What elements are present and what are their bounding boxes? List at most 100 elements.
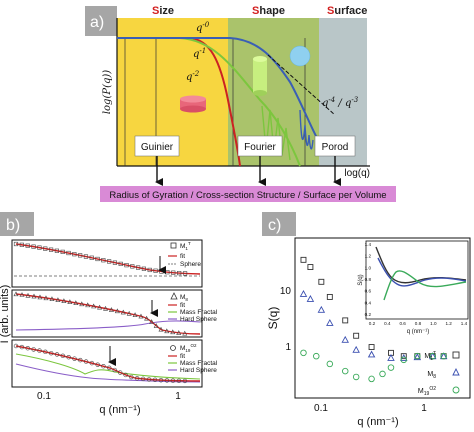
b-markers-2-marker-20	[132, 312, 138, 317]
svg-text:M19O2: M19O2	[180, 343, 197, 353]
panel-c-point-M19O2-4	[352, 373, 360, 381]
b-markers-2-marker-28	[176, 330, 182, 335]
b-markers-1-marker-12	[83, 254, 89, 259]
panel-b-label-box	[0, 212, 34, 236]
panel-c-plot-frame	[294, 237, 471, 399]
panel-c-point-M1T-2	[318, 278, 325, 285]
panel-c-point-M8-0	[299, 289, 308, 297]
panel-c-point-M1T-3	[326, 293, 333, 300]
svg-text:Sphere: Sphere	[180, 261, 201, 268]
inset-yticks: 0.2 0.4 0.6 0.8 1.0 1.2 1.4	[365, 242, 372, 317]
b-markers-1-marker-13	[89, 255, 94, 260]
svg-text:fit: fit	[180, 353, 185, 360]
panel-a-ylabel: log(P(q))	[102, 70, 113, 114]
b-markers-2-marker-15	[103, 305, 109, 311]
inset-ytick-4: 1.0	[365, 265, 372, 270]
panel-c-inset: S(q) q (nm⁻¹) 0.2 0.4 0.6 0.8 1.0 1.2 1.4 0.20…	[358, 240, 469, 335]
b-markers-3-marker-13	[89, 360, 95, 366]
panel-c-ylabel: S(q)	[266, 307, 280, 330]
panel-c-point-M8-1	[306, 294, 315, 302]
mass-fractal-3	[15, 363, 201, 383]
b-markers-1-marker-24	[153, 268, 158, 273]
svg-text:M1T: M1T	[424, 351, 436, 362]
inset-xtick-2: 0.6	[399, 321, 406, 326]
panel-b-legend-1: M1T fit Sphere	[168, 241, 201, 268]
b-markers-1-marker-19	[124, 263, 129, 268]
panel-c-point-M1T-5	[353, 332, 360, 339]
inset-xticks: 0.2 0.4 0.6 0.8 1.0 1.2 1.4	[369, 321, 468, 326]
b-markers-1-marker-18	[118, 261, 123, 267]
panel-b-legend-3: M19O2 fit Mass Fractal Hard Sphere	[168, 343, 218, 374]
inset-ytick-1: 0.4	[365, 300, 372, 305]
disk-shape-icon	[180, 95, 206, 113]
panel-a-label-box	[85, 6, 117, 36]
panel-c-point-M8-6	[367, 350, 376, 358]
cylinder-shape-icon	[253, 56, 267, 96]
panel-c-xtick-01: 0.1	[314, 403, 328, 414]
b-markers-3-marker-10	[72, 356, 77, 361]
panel-c: c) S(q) q (nm⁻¹) 10 1 0.1 1 S(q) q (nm⁻¹…	[262, 212, 471, 428]
b-markers-1-marker-28	[177, 270, 182, 276]
svg-text:Mass Fractal: Mass Fractal	[180, 360, 218, 367]
inset-ytick-5: 1.2	[365, 254, 372, 259]
b-markers-1-marker-1	[19, 242, 24, 247]
panel-b-xtick-1: 1	[175, 391, 181, 402]
panel-c-label-box	[262, 212, 296, 236]
b-markers-2-marker-19	[126, 310, 132, 316]
inset-xtick-0: 0.2	[369, 321, 376, 326]
curve-q2-oscillation	[299, 109, 314, 150]
b-markers-3-marker-4	[37, 348, 42, 353]
b-markers-2-marker-17	[114, 308, 120, 314]
panel-c-point-M8-4	[341, 335, 349, 343]
inset-ytick-0: 0.2	[365, 312, 372, 317]
inset-xtick-3: 0.8	[415, 321, 422, 326]
curve-q0	[117, 37, 241, 167]
b-markers-1-marker-29	[182, 271, 188, 276]
panel-b-subplot-3	[11, 339, 203, 388]
b-markers-1-marker-0	[13, 241, 19, 247]
b-markers-3-marker-25	[158, 377, 164, 383]
b-markers-2-marker-8	[61, 298, 67, 303]
b-markers-2-marker-21	[138, 313, 144, 319]
panel-c-point-M1T-4	[342, 317, 349, 324]
panel-b: b) I (arb. units) q (nm⁻¹) 0.1 1 M1T fit…	[0, 212, 218, 416]
inset-ylabel: S(q)	[358, 274, 364, 285]
inset-xlabel: q (nm⁻¹)	[407, 329, 430, 335]
panel-c-point-M19O2-6	[379, 370, 386, 378]
b-markers-2-marker-4	[37, 294, 43, 300]
b-markers-2-marker-24	[153, 323, 159, 328]
b-markers-1-marker-4	[37, 245, 42, 250]
panel-c-point-M19O2-7	[387, 364, 395, 371]
b-markers-3-marker-8	[60, 353, 66, 359]
panel-b-markers-1	[13, 241, 188, 276]
b-markers-1-marker-8	[60, 249, 65, 254]
b-markers-2-marker-26	[164, 328, 170, 334]
b-markers-3-marker-3	[31, 347, 36, 352]
panel-c-point-M8-9	[413, 353, 422, 361]
panel-c-point-M1T-0	[300, 256, 307, 263]
bottom-banner	[100, 186, 396, 202]
b-markers-2-marker-5	[43, 295, 49, 301]
panel-c-point-M19O2-0	[300, 349, 307, 357]
b-markers-2-marker-10	[73, 300, 79, 306]
svg-text:M8: M8	[427, 371, 436, 380]
box-porod-label: Porod	[322, 142, 349, 153]
b-markers-2-marker-29	[182, 330, 188, 336]
b-markers-2-marker-7	[55, 297, 61, 302]
b-markers-3-marker-20	[129, 374, 134, 380]
b-markers-1-marker-17	[112, 260, 118, 265]
inset-xtick-4: 1.0	[430, 321, 437, 326]
panel-c-point-M8-3	[326, 319, 334, 326]
panel-c-point-M19O2-5	[368, 375, 375, 383]
hard-sphere-3	[15, 353, 201, 380]
b-markers-2-marker-2	[25, 292, 31, 298]
b-markers-2-marker-9	[67, 299, 73, 304]
b-markers-3-marker-0	[13, 343, 19, 349]
sphere-shape-icon	[289, 45, 311, 67]
svg-text:M8: M8	[180, 294, 188, 302]
panel-b-markers-2	[13, 291, 188, 336]
b-markers-1-marker-3	[31, 244, 36, 249]
b-markers-3-marker-22	[140, 376, 146, 382]
panel-c-ytick-1: 1	[285, 342, 291, 353]
